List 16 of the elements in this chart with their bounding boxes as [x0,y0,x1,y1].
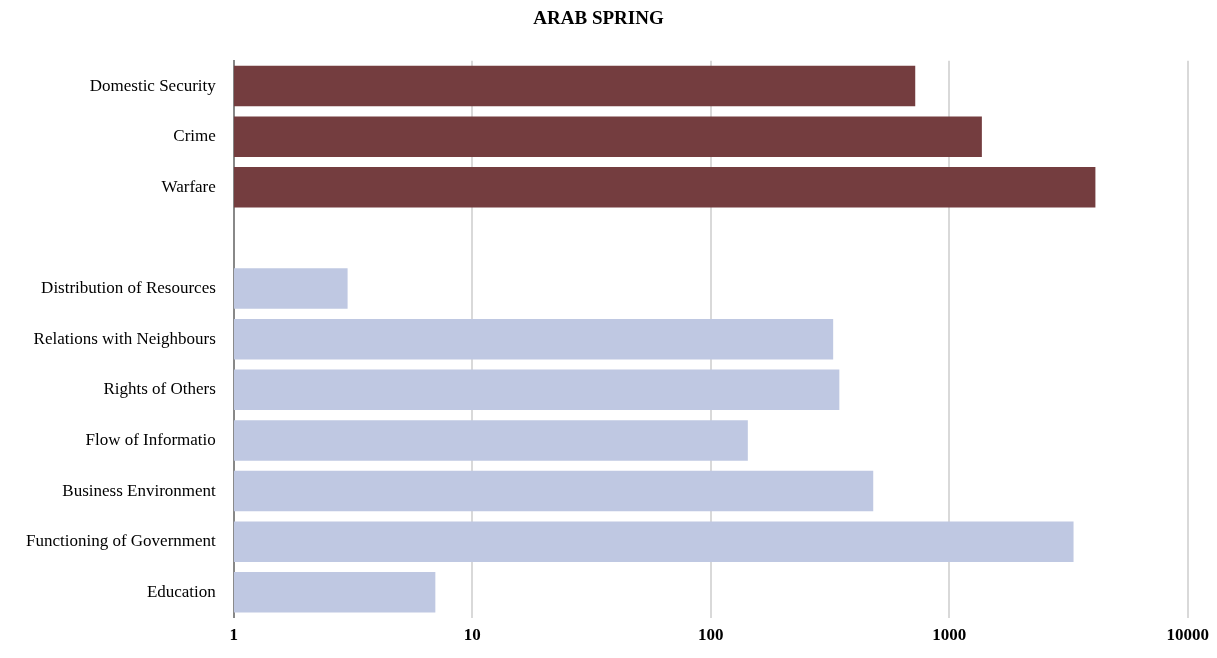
x-tick-label: 1000 [932,625,967,645]
y-tick-label: Domestic Security [89,75,217,95]
y-tick-label: Flow of Informatio [85,429,216,449]
x-tick-label: 100 [698,625,724,645]
x-tick-label: 10 [463,625,481,645]
y-tick-label: Business Environment [62,480,217,500]
chart-title: ARAB SPRING [533,7,664,29]
y-tick-label: Rights of Others [103,379,216,399]
y-tick-label: Relations with Neighbours [33,328,216,348]
y-tick-label: Functioning of Government [25,531,217,551]
y-tick-label: Crime [173,126,216,146]
y-tick-label: Distribution of Resources [41,278,216,298]
y-tick-label: Education [146,581,217,601]
x-tick-label: 1 [229,625,239,645]
y-tick-label: Warfare [161,176,216,196]
x-tick-label: 10000 [1166,625,1209,645]
